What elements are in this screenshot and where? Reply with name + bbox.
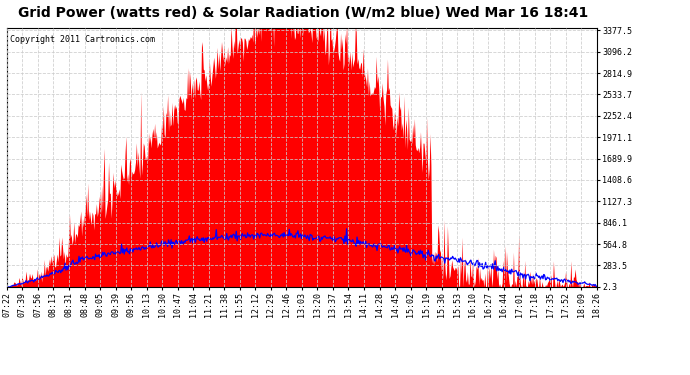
Text: Copyright 2011 Cartronics.com: Copyright 2011 Cartronics.com <box>10 34 155 44</box>
Text: Grid Power (watts red) & Solar Radiation (W/m2 blue) Wed Mar 16 18:41: Grid Power (watts red) & Solar Radiation… <box>19 6 589 20</box>
